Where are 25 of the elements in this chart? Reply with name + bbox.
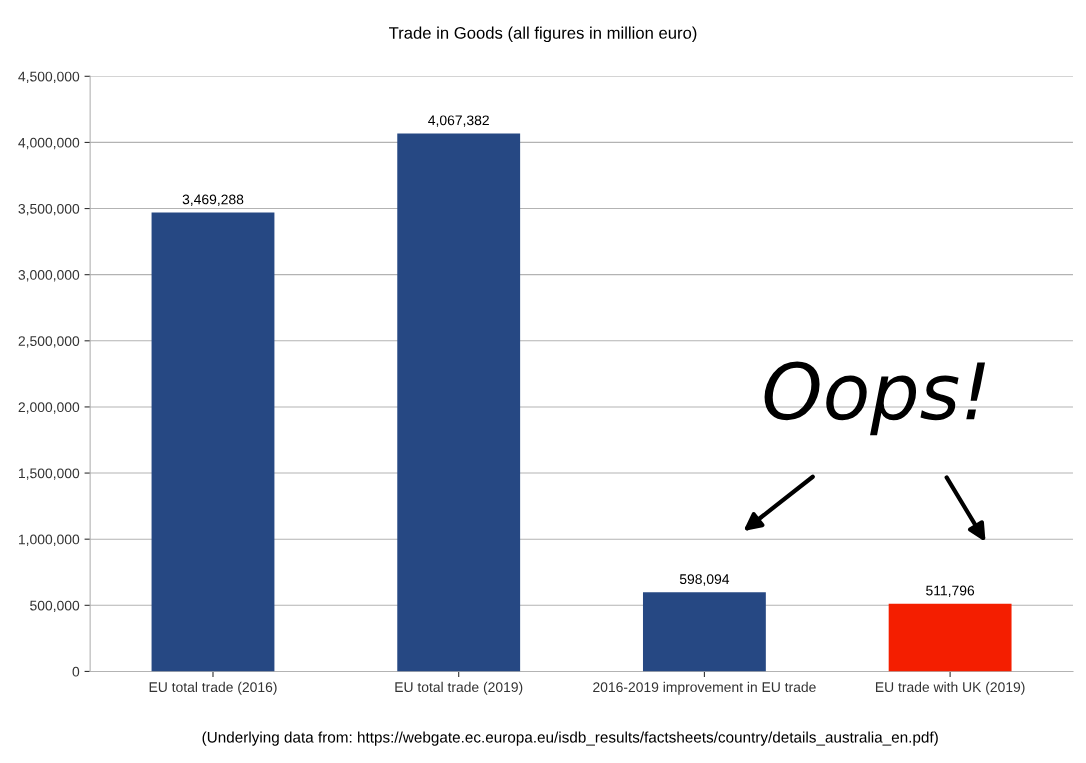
y-tick-label: 2,500,000 xyxy=(18,336,80,348)
y-tick-label: 1,000,000 xyxy=(19,534,80,546)
data-label: 598,094 xyxy=(679,574,730,586)
bar xyxy=(642,592,766,672)
chart-title: Trade in Goods (all figures in million euro) xyxy=(389,26,697,43)
y-tick-label: 1,500,000 xyxy=(19,468,80,480)
data-label: 3,469,288 xyxy=(182,194,244,206)
y-tick-label: 500,000 xyxy=(30,600,80,613)
y-tick-label: 4,000,000 xyxy=(18,137,80,150)
data-label: 511,796 xyxy=(926,585,975,598)
bar xyxy=(397,133,521,672)
x-tick-label: EU total trade (2019) xyxy=(395,681,523,695)
y-tick-label: 4,500,000 xyxy=(18,71,80,84)
text: (Underlying data from: https://webgate.ec.europa.eu/isdb_results/factsheets/country/details_australia_en.pdf) xyxy=(202,731,938,746)
bar xyxy=(151,212,275,672)
y-tick-label: 3,000,000 xyxy=(18,270,80,282)
x-tick-label: EU total trade (2016) xyxy=(149,681,277,695)
x-tick-label: 2016-2019 improvement in EU trade xyxy=(593,681,816,695)
y-tick-label: 3,500,000 xyxy=(18,203,80,216)
data-label: 4,067,382 xyxy=(428,115,489,127)
y-tick-label: 0 xyxy=(72,666,80,677)
annotation: Oops! xyxy=(764,361,986,436)
x-tick-label: EU trade with UK (2019) xyxy=(875,681,1025,695)
bar xyxy=(888,603,1012,672)
y-tick-label: 2,000,000 xyxy=(18,402,80,414)
